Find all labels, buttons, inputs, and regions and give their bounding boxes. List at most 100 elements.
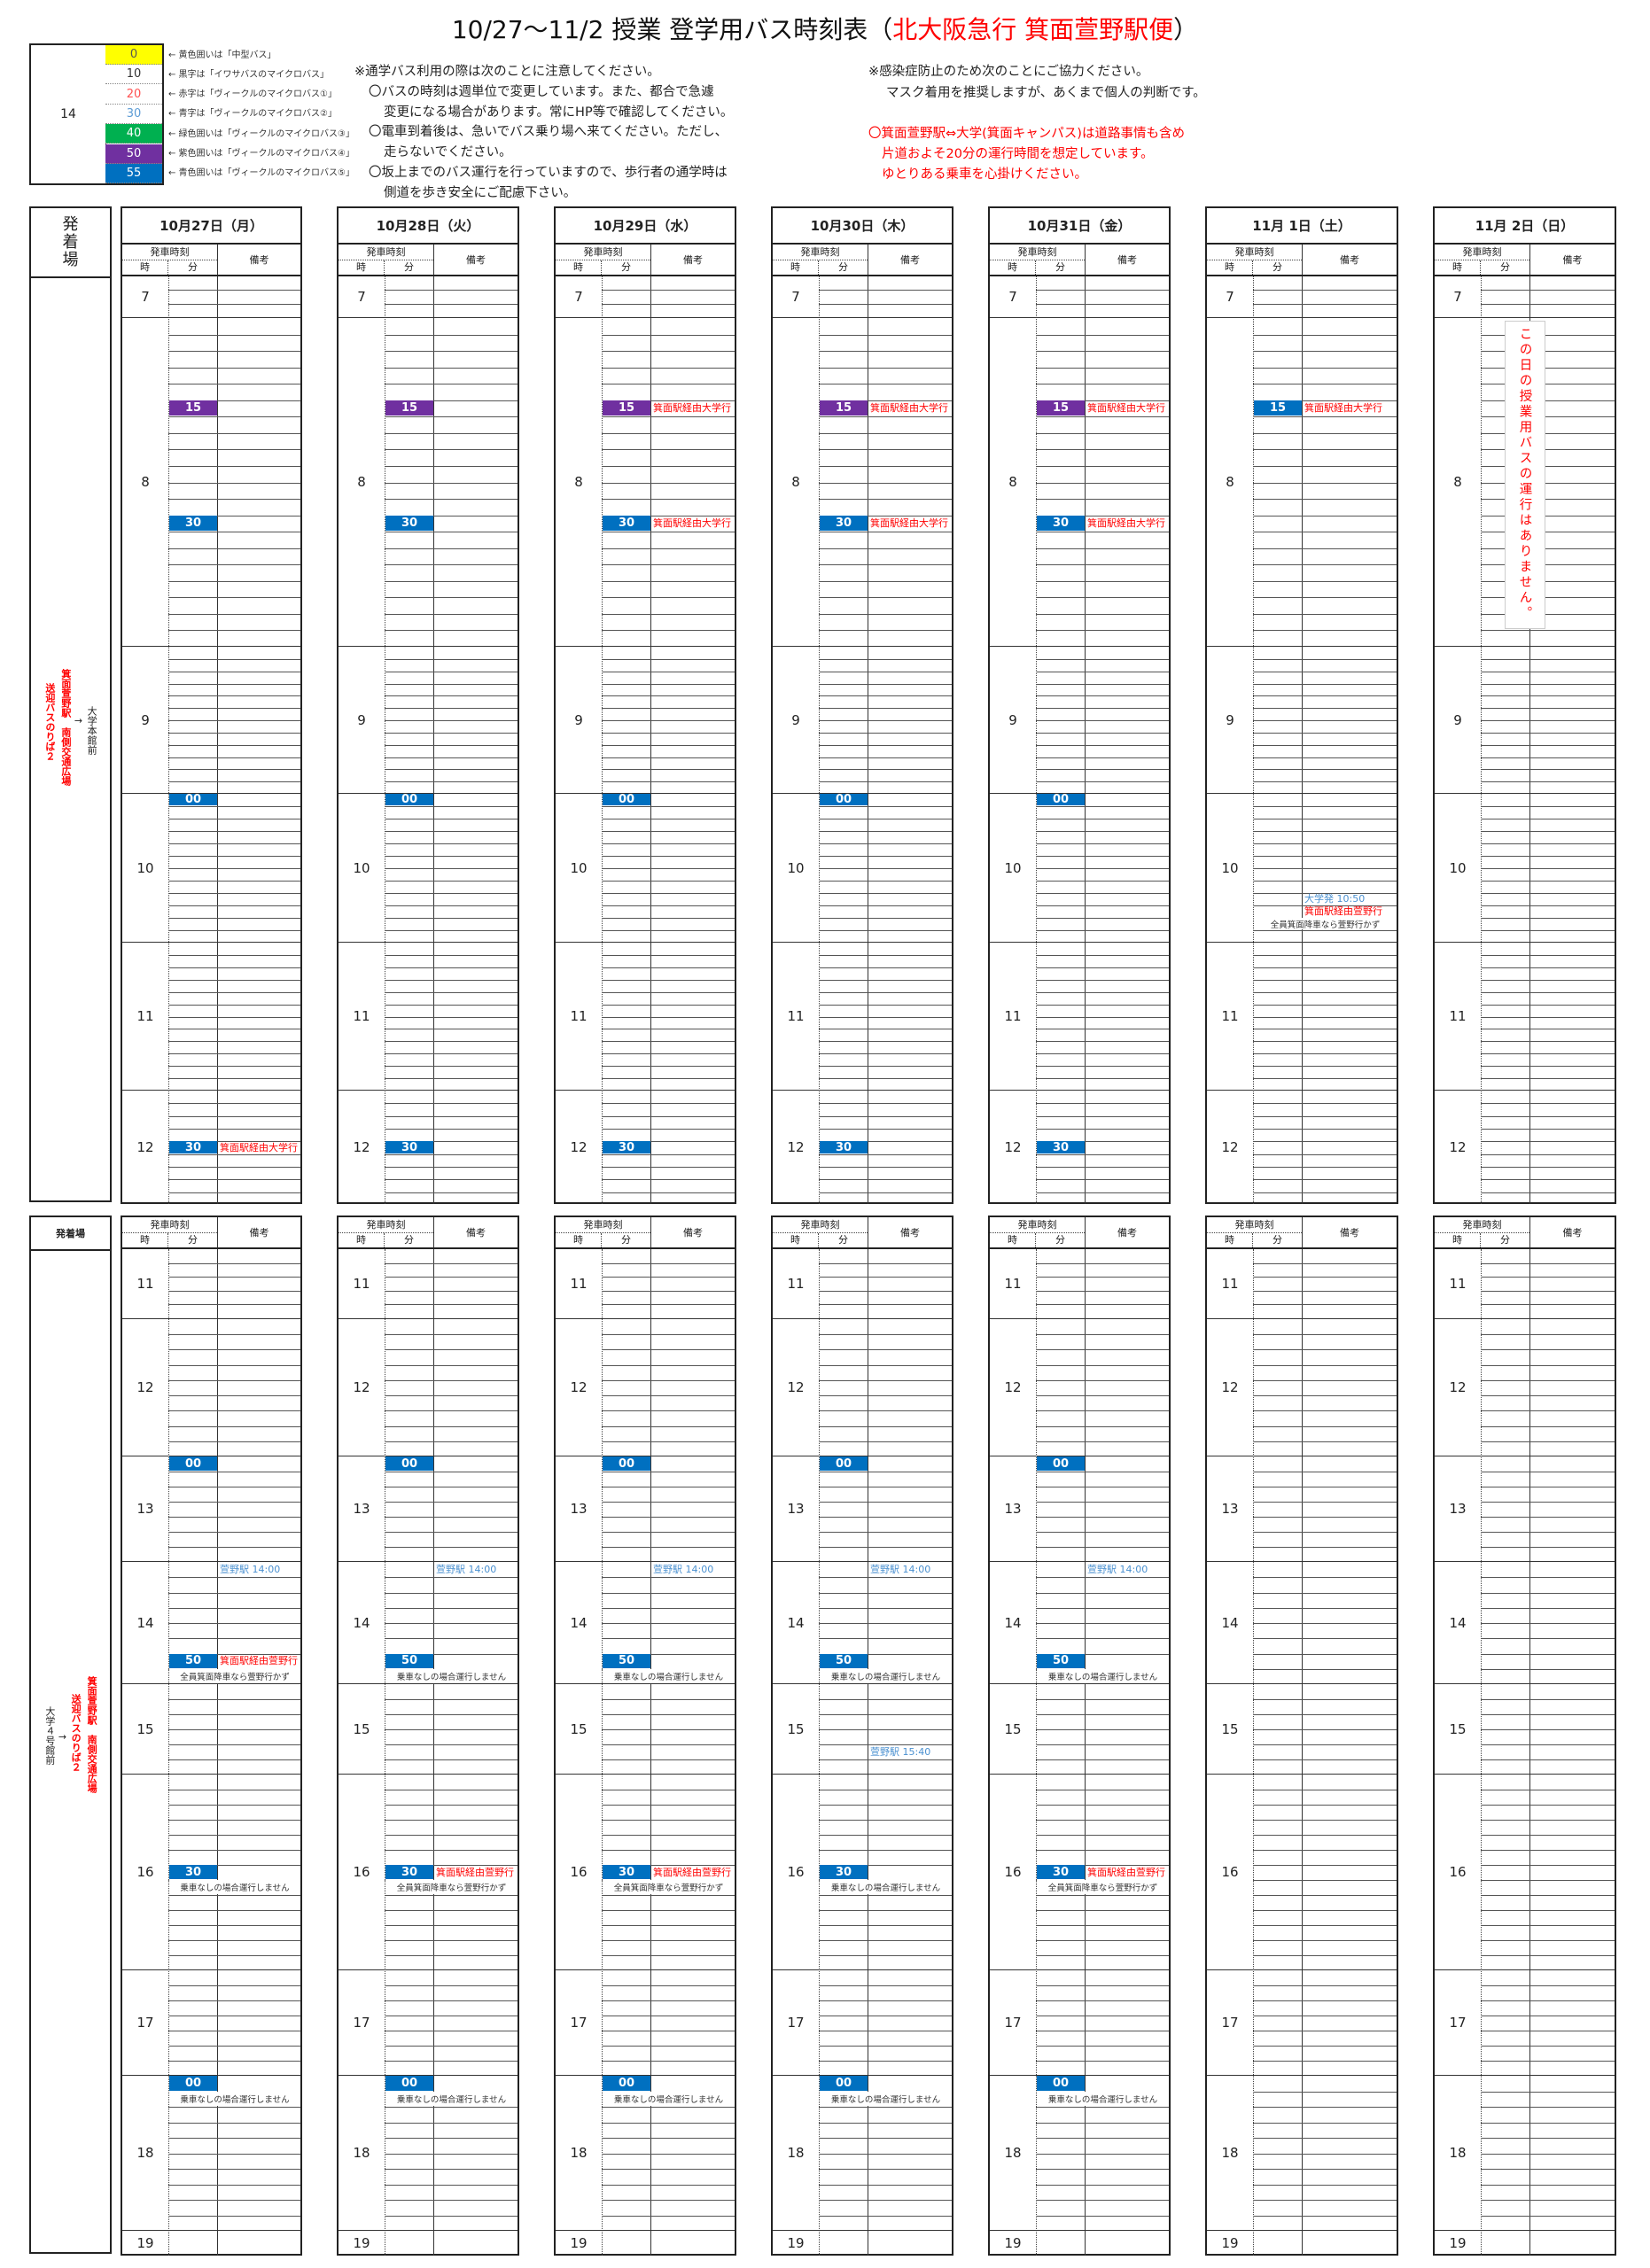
row-line: [602, 1115, 735, 1117]
divider: [819, 1249, 820, 2256]
departure-time-label: 発車時刻: [122, 1217, 217, 1233]
row-line: [1253, 1379, 1397, 1381]
row-line: [1253, 2215, 1397, 2217]
row-line: [1036, 893, 1169, 894]
row-line: [1036, 1078, 1169, 1080]
row-line: [1036, 515, 1169, 517]
row-line: [1036, 1304, 1169, 1306]
row-line: [1481, 856, 1615, 857]
row-line: [168, 1115, 300, 1117]
row-line: [819, 1653, 952, 1655]
row-line: [385, 1066, 518, 1068]
row-line: [1253, 1865, 1397, 1866]
hour-block: 19: [122, 2230, 300, 2256]
departure-time-label: 発車時刻: [990, 245, 1085, 260]
remark-line: 乗車なしの場合運行しません: [820, 1880, 952, 1894]
hour-number: 11: [353, 1008, 370, 1024]
row-line: [1253, 2091, 1397, 2093]
row-line: [819, 1277, 952, 1278]
row-line: [1253, 831, 1397, 832]
remarks-label: 備考: [1529, 245, 1615, 275]
hour-number: 12: [1004, 1139, 1022, 1155]
timetable-body: 7 8 9 10 11 12 15 30 00 30 箕面駅経由大学行: [122, 276, 300, 1204]
row-line: [1253, 1304, 1397, 1306]
divider: [1036, 276, 1037, 1204]
row-line: [385, 1910, 518, 1911]
remarks-label: 備考: [1085, 245, 1169, 275]
departure-minute: 30: [820, 1141, 868, 1154]
row-line: [819, 1078, 952, 1080]
row-line: [1481, 400, 1615, 401]
remark-note: 箕面駅経由萱野行: [1304, 905, 1382, 917]
hour-number: 14: [570, 1614, 588, 1631]
row-line: [1036, 769, 1169, 771]
row-line: [168, 465, 300, 467]
column-subheader: 発車時刻時 分 備考: [556, 245, 735, 276]
row-line: [168, 630, 300, 632]
row-line: [1253, 367, 1397, 369]
row-line: [1253, 868, 1397, 869]
row-line: [602, 918, 735, 919]
row-line: [1036, 1835, 1169, 1836]
row-line: [819, 1167, 952, 1168]
departure-time-label: 発車時刻: [122, 245, 217, 260]
row-line: [1253, 334, 1397, 336]
departure-minute: 50: [385, 1653, 433, 1668]
row-line: [1036, 1179, 1169, 1181]
row-line: [819, 1349, 952, 1351]
hour-number: 18: [353, 2145, 370, 2161]
row-line: [385, 708, 518, 710]
row-line: [1481, 1192, 1615, 1193]
row-line: [385, 630, 518, 632]
row-line: [1036, 351, 1169, 353]
legend-swatch: 40: [105, 124, 162, 144]
remark-note: 萱野駅 14:00: [870, 1563, 931, 1575]
row-line: [602, 1290, 735, 1292]
row-line: [1036, 954, 1169, 956]
row-line: [1481, 1364, 1615, 1366]
hour-number: 13: [1004, 1501, 1022, 1517]
hour-block: 10: [339, 793, 518, 942]
row-line: [602, 1729, 735, 1730]
hour-number: 11: [1449, 1008, 1467, 1024]
row-line: [1481, 1985, 1615, 1986]
row-line: [1481, 1955, 1615, 1956]
row-line: [1036, 905, 1169, 906]
hour-number: 15: [570, 1720, 588, 1737]
remark-note: 箕面駅経由大学行: [653, 402, 731, 415]
hour-number: 13: [1221, 1501, 1239, 1517]
row-line: [1036, 1638, 1169, 1640]
row-line: [168, 1835, 300, 1836]
hour-number: 9: [1008, 711, 1017, 728]
remarks-label: 備考: [868, 1217, 952, 1247]
row-line: [819, 1532, 952, 1533]
note-line: ※感染症防止のため次のことにご協力ください。: [868, 65, 1149, 79]
row-line: [819, 1425, 952, 1427]
row-line: [1253, 1880, 1397, 1881]
row-line: [1481, 1547, 1615, 1548]
row-line: [602, 769, 735, 771]
row-line: [602, 1925, 735, 1926]
hour-number: 17: [1449, 2015, 1467, 2031]
row-line: [385, 954, 518, 956]
column-subheader: 発車時刻時 分 備考: [1207, 1217, 1397, 1249]
row-line: [1253, 2169, 1397, 2170]
row-line: [1036, 1410, 1169, 1412]
row-line: [168, 720, 300, 721]
row-line: [602, 400, 735, 401]
remark-note: 箕面駅経由大学行: [1087, 517, 1165, 529]
row-line: [385, 1129, 518, 1130]
row-line: [385, 1016, 518, 1018]
row-line: [819, 991, 952, 993]
row-line: [1036, 400, 1169, 401]
row-line: [1036, 1714, 1169, 1715]
row-line: [385, 806, 518, 807]
note-line: ※通学バス利用の際は次のことに注意してください。: [354, 65, 660, 79]
row-line: [1036, 2046, 1169, 2047]
top-timetable: 10月28日（火） 発車時刻時 分 備考 7 8 9 10 11 12 15 30 00 30: [337, 206, 519, 1204]
departure-minute: 15: [820, 400, 868, 416]
row-line: [168, 1729, 300, 1730]
minute-label: 分: [838, 261, 848, 273]
top-timetable: 10月30日（木） 発車時刻時分備考 7 8 9 10 11 12 15 箕面駅経由大学行 30 箕面…: [771, 206, 953, 1204]
row-line: [1253, 1078, 1397, 1080]
